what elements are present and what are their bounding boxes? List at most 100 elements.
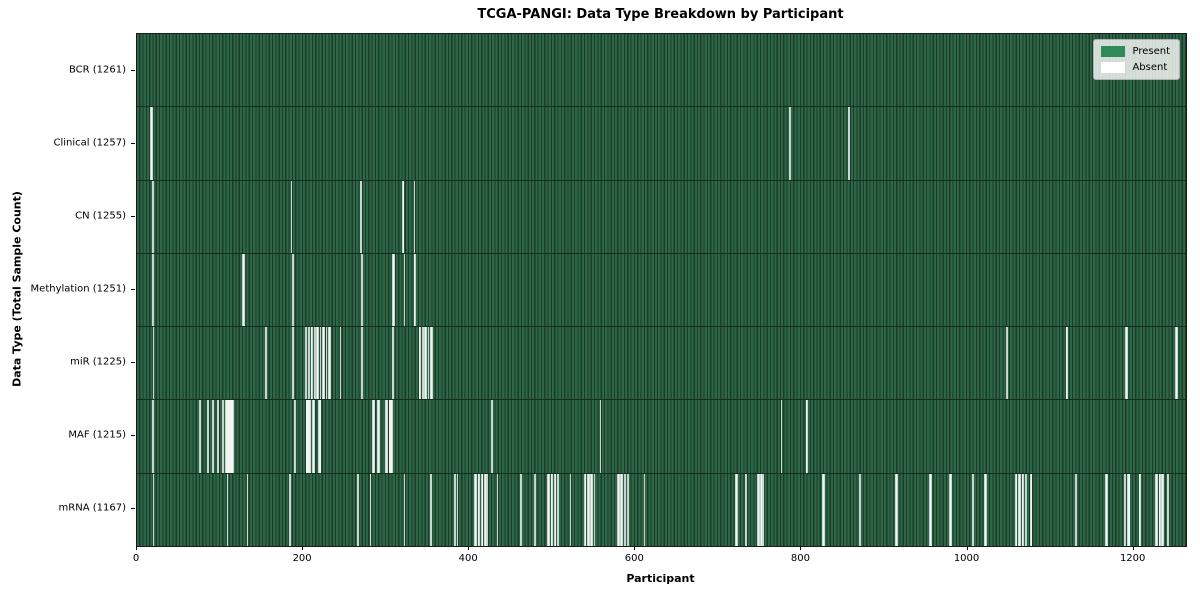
absent-stripe (377, 400, 380, 473)
absent-stripe (293, 400, 296, 473)
absent-stripe (1176, 327, 1178, 400)
absent-stripe (430, 473, 432, 546)
y-tick-mark (131, 435, 135, 437)
y-tick-label: mRNA (1167) (58, 502, 126, 514)
x-tick-mark (468, 546, 470, 550)
absent-stripe (328, 327, 331, 400)
absent-stripe (403, 473, 406, 546)
absent-stripe (313, 400, 315, 473)
legend-entry-absent: Absent (1101, 62, 1170, 73)
absent-stripe (403, 253, 406, 327)
absent-stripe (1159, 473, 1162, 546)
y-tick-mark (131, 508, 135, 510)
absent-stripe (593, 473, 596, 546)
plot-area: Present Absent (136, 33, 1187, 547)
absent-stripe (232, 400, 235, 473)
x-tick-mark (966, 546, 968, 550)
x-tick-mark (800, 546, 802, 550)
y-tick-mark (131, 69, 135, 71)
x-tick-mark (136, 546, 137, 550)
absent-stripe (386, 400, 388, 473)
x-tick-label: 1000 (953, 553, 980, 564)
legend-swatch-present (1101, 46, 1126, 57)
absent-stripe (519, 473, 522, 546)
absent-stripe (1015, 473, 1018, 546)
absent-stripe (317, 327, 319, 400)
absent-stripe (311, 327, 314, 400)
absent-stripe (780, 400, 783, 473)
absent-stripe (431, 327, 433, 400)
absent-stripe (591, 473, 593, 546)
y-tick-label: Methylation (1251) (30, 283, 126, 295)
absent-stripe (554, 473, 557, 546)
absent-stripe (151, 400, 154, 473)
absent-stripe (454, 473, 456, 546)
y-tick-mark (131, 362, 135, 364)
absent-stripe (1124, 473, 1127, 546)
row-Clinical (137, 106, 1186, 180)
legend-swatch-absent (1101, 62, 1126, 73)
absent-stripe (972, 473, 975, 546)
absent-stripe (1156, 473, 1158, 546)
absent-stripe (369, 473, 372, 546)
absent-stripe (643, 473, 646, 546)
absent-stripe (246, 473, 249, 546)
y-tick-mark (131, 215, 135, 217)
absent-stripe (1024, 473, 1027, 546)
x-axis-title: Participant (626, 572, 695, 585)
x-axis-ticks: 0 200 400 600 800 1000 1200 (132, 546, 1185, 580)
absent-stripe (456, 473, 459, 546)
absent-stripe (1139, 473, 1142, 546)
absent-stripe (859, 473, 862, 546)
absent-stripe (930, 473, 932, 546)
absent-stripe (481, 473, 484, 546)
absent-stripe (758, 473, 760, 546)
y-tick-label: BCR (1261) (68, 64, 126, 76)
absent-stripe (1006, 327, 1009, 400)
x-tick-label: 800 (790, 553, 810, 564)
y-tick-mark (131, 142, 135, 144)
absent-stripe (950, 473, 952, 546)
x-tick-mark (1132, 546, 1134, 550)
absent-stripe (226, 473, 229, 546)
absent-stripe (823, 473, 825, 546)
row-mRNA (137, 472, 1186, 546)
legend-label: Absent (1132, 62, 1168, 73)
absent-stripe (806, 400, 809, 473)
absent-stripe (361, 327, 363, 400)
absent-stripe (735, 473, 738, 546)
row-BCR (137, 34, 1186, 107)
absent-stripe (288, 473, 291, 546)
absent-stripe (325, 327, 328, 400)
absent-stripe (151, 107, 153, 180)
absent-stripe (207, 400, 210, 473)
x-tick-mark (634, 546, 636, 550)
absent-stripe (361, 253, 363, 327)
absent-stripe (413, 180, 416, 253)
absent-stripe (308, 400, 311, 473)
absent-stripe (151, 253, 154, 327)
absent-stripe (425, 327, 427, 400)
absent-stripe (402, 180, 405, 253)
absent-stripe (391, 327, 394, 400)
x-tick-label: 0 (132, 553, 140, 564)
row-Methylation (137, 252, 1186, 327)
absent-stripe (744, 473, 747, 546)
absent-stripe (569, 473, 572, 546)
y-axis-ticks: BCR (1261) Clinical (1257) CN (1255) Methyl… (0, 33, 136, 545)
absent-stripe (243, 253, 245, 327)
absent-stripe (1126, 327, 1128, 400)
absent-stripe (290, 180, 293, 253)
x-tick-label: 600 (624, 553, 644, 564)
absent-stripe (1075, 473, 1078, 546)
absent-stripe (308, 327, 310, 400)
absent-stripe (212, 400, 215, 473)
absent-stripe (199, 400, 201, 473)
absent-stripe (624, 473, 627, 546)
y-tick-label: CN (1255) (75, 210, 126, 222)
absent-stripe (357, 473, 359, 546)
absent-stripe (788, 107, 791, 180)
absent-stripe (1106, 473, 1108, 546)
absent-stripe (490, 400, 493, 473)
absent-stripe (485, 473, 487, 546)
